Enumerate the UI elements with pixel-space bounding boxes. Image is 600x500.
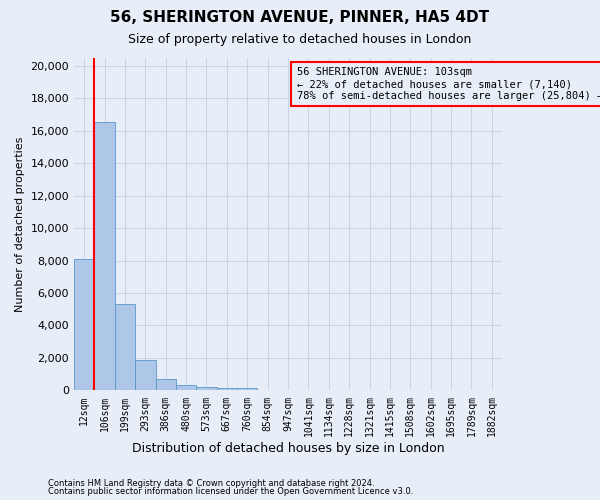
Bar xyxy=(155,379,176,390)
Bar xyxy=(94,122,115,390)
Bar xyxy=(217,388,237,390)
Text: Contains public sector information licensed under the Open Government Licence v3: Contains public sector information licen… xyxy=(48,487,413,496)
Text: 56, SHERINGTON AVENUE, PINNER, HA5 4DT: 56, SHERINGTON AVENUE, PINNER, HA5 4DT xyxy=(110,10,490,25)
Bar xyxy=(176,386,196,390)
Text: Size of property relative to detached houses in London: Size of property relative to detached ho… xyxy=(128,32,472,46)
Bar xyxy=(196,387,217,390)
Bar xyxy=(135,360,155,390)
Text: 56 SHERINGTON AVENUE: 103sqm
← 22% of detached houses are smaller (7,140)
78% of: 56 SHERINGTON AVENUE: 103sqm ← 22% of de… xyxy=(296,68,600,100)
Text: Contains HM Land Registry data © Crown copyright and database right 2024.: Contains HM Land Registry data © Crown c… xyxy=(48,478,374,488)
Y-axis label: Number of detached properties: Number of detached properties xyxy=(15,136,25,312)
Bar xyxy=(237,388,257,390)
X-axis label: Distribution of detached houses by size in London: Distribution of detached houses by size … xyxy=(131,442,445,455)
Bar xyxy=(115,304,135,390)
Bar xyxy=(74,259,94,390)
